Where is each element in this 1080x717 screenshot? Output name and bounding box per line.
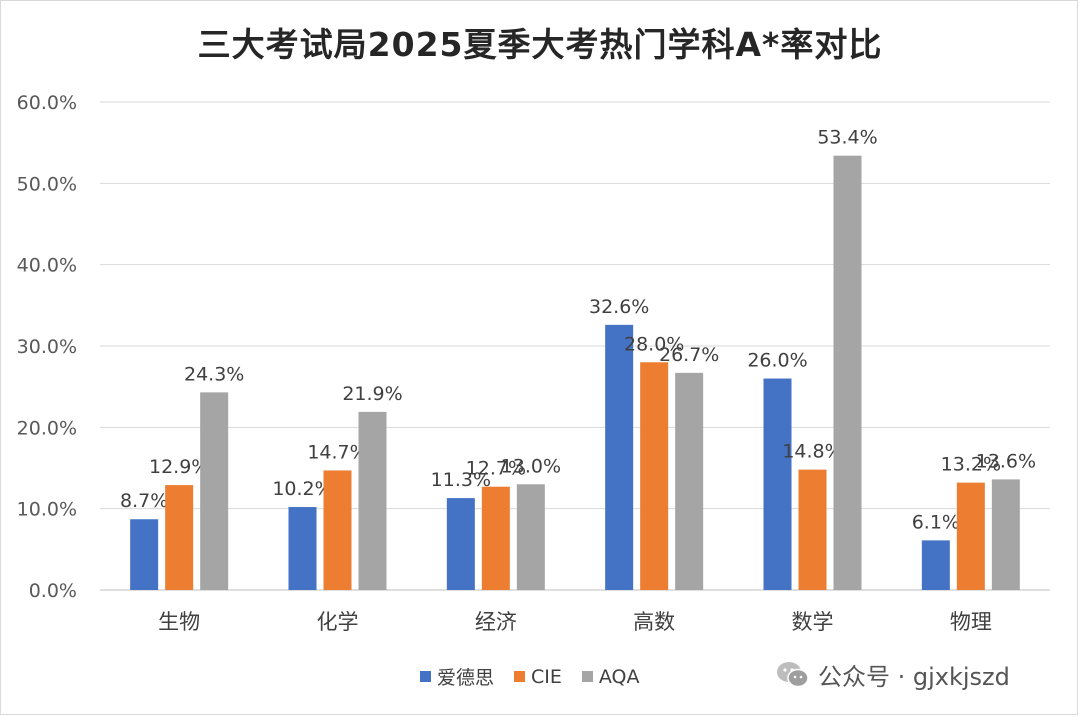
bar [200,392,229,590]
data-label: 6.1% [912,511,960,533]
data-label: 8.7% [120,490,168,512]
bar [640,362,669,590]
x-category-label: 物理 [950,610,992,634]
bar [921,540,950,590]
bar [130,519,159,590]
x-category-label: 化学 [317,610,359,634]
data-label: 11.3% [431,469,491,491]
legend-swatch-edexcel [420,671,431,682]
data-label: 13.2% [941,454,1001,476]
y-tick-label: 10.0% [17,499,77,521]
chart-title: 三大考试局2025夏季大考热门学科A*率对比 [197,25,883,64]
bar [833,155,862,590]
x-category-label: 高数 [633,610,675,634]
legend-item-cie: CIE [514,666,562,688]
bar [446,498,475,590]
x-category-label: 数学 [792,610,834,634]
legend-label-aqa: AQA [598,665,640,688]
data-label: 26.7% [659,344,719,366]
bar [323,470,352,590]
data-label: 24.3% [184,363,244,385]
wechat-icon [777,661,809,687]
data-label: 28.0% [624,333,684,355]
data-label: 13.0% [501,455,561,477]
data-label: 14.7% [307,441,367,463]
bar [675,372,704,590]
y-tick-label: 0.0% [29,580,77,602]
bar [481,486,510,590]
x-category-label: 生物 [158,610,200,634]
data-label: 14.8% [782,441,842,463]
bar [358,411,387,590]
y-tick-label: 30.0% [17,336,77,358]
bar [956,482,985,590]
data-label: 13.6% [976,450,1036,472]
data-label: 12.9% [149,456,209,478]
y-tick-label: 50.0% [17,173,77,195]
data-label: 21.9% [342,383,402,405]
legend-swatch-cie [514,671,526,682]
legend-label-edexcel: 爱德思 [437,667,495,689]
bar [288,507,317,590]
legend-swatch-aqa [581,671,593,682]
data-label: 53.4% [817,127,877,149]
data-label: 10.2% [272,478,332,500]
x-category-label: 经济 [475,610,517,634]
watermark-text: 公众号 · gjxkjszd [818,663,1010,691]
bar [605,324,634,590]
y-tick-label: 60.0% [17,92,77,114]
bar [991,479,1020,590]
data-label: 26.0% [747,350,807,372]
legend-item-aqa: AQA [581,665,640,688]
legend-item-edexcel: 爱德思 [420,663,494,690]
data-label: 32.6% [589,296,649,318]
watermark: 公众号 · gjxkjszd [776,657,1010,692]
y-tick-label: 20.0% [17,417,77,439]
bar [798,469,827,590]
legend: 爱德思 CIE AQA [420,663,660,690]
bar [165,485,194,590]
bar [516,484,545,590]
y-tick-label: 40.0% [17,255,77,277]
data-label: 12.7% [466,458,526,480]
bar [763,378,792,590]
legend-label-cie: CIE [531,665,562,688]
